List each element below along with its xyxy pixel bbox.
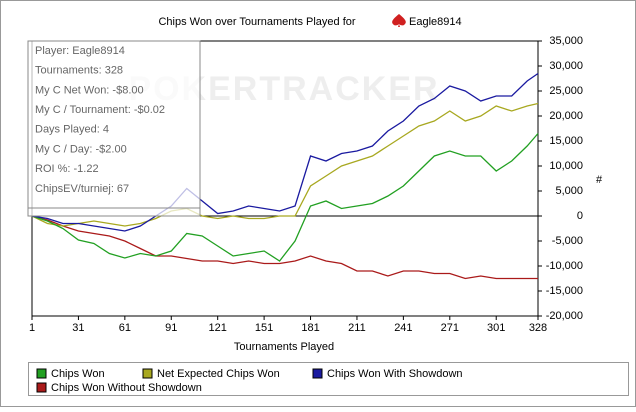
series-line: [31, 72, 539, 232]
info-line: Player: Eagle8914: [35, 45, 125, 57]
legend-swatch: [36, 368, 47, 379]
legend-swatch: [312, 368, 323, 379]
x-tick-label: 121: [209, 322, 227, 334]
series-line: [31, 133, 539, 262]
y-tick-label: 20,000: [549, 110, 583, 122]
info-line: My C / Tournament: -$0.02: [35, 104, 165, 116]
info-box-bg: [27, 40, 201, 217]
y-tick-label: -15,000: [546, 285, 583, 297]
y-tick-label: -10,000: [546, 260, 583, 272]
x-tick-label: 61: [119, 322, 131, 334]
info-line: Days Played: 4: [35, 124, 109, 136]
y-axis-label: #: [596, 174, 603, 186]
y-tick-label: 5,000: [555, 185, 583, 197]
x-tick-label: 1: [29, 322, 35, 334]
x-tick-label: 211: [348, 322, 366, 334]
series-line: [31, 215, 538, 280]
info-line: Tournaments: 328: [35, 65, 123, 77]
y-tick-label: 35,000: [549, 35, 583, 47]
info-box: Player: Eagle8914 Tournaments: 328 My C Ne…: [27, 40, 201, 217]
y-tick-label: -20,000: [546, 310, 583, 322]
legend-label: Net Expected Chips Won: [157, 368, 280, 380]
y-tick-label: -5,000: [552, 235, 583, 247]
chart-title: Chips Won over Tournaments Played for: [158, 16, 355, 28]
info-line: My C / Day: -$2.00: [35, 143, 127, 155]
legend-label: Chips Won Without Showdown: [51, 382, 202, 394]
info-line: My C Net Won: -$8.00: [35, 84, 144, 96]
y-tick-label: 30,000: [549, 60, 583, 72]
x-tick-label: 31: [72, 322, 84, 334]
y-tick-label: 0: [577, 210, 583, 222]
legend-label: Chips Won With Showdown: [327, 368, 463, 380]
x-axis-label: Tournaments Played: [234, 341, 334, 353]
x-tick-label: 328: [529, 322, 547, 334]
y-tick-label: 10,000: [549, 160, 583, 172]
y-tick-label: 25,000: [549, 85, 583, 97]
x-tick-label: 301: [487, 322, 505, 334]
legend: [28, 362, 629, 396]
info-line: ROI %: -1.22: [35, 163, 99, 175]
player-name: Eagle8914: [409, 16, 462, 28]
spade-icon: [392, 14, 406, 27]
info-line: ChipsEV/turniej: 67: [35, 183, 129, 195]
x-tick-label: 181: [301, 322, 319, 334]
x-tick-label: 271: [441, 322, 459, 334]
series-line: [31, 102, 539, 227]
y-tick-label: 15,000: [549, 135, 583, 147]
x-tick-label: 241: [394, 322, 412, 334]
legend-swatch: [36, 382, 47, 393]
legend-label: Chips Won: [51, 368, 105, 380]
x-tick-label: 91: [165, 322, 177, 334]
x-tick-label: 151: [255, 322, 273, 334]
legend-swatch: [142, 368, 153, 379]
